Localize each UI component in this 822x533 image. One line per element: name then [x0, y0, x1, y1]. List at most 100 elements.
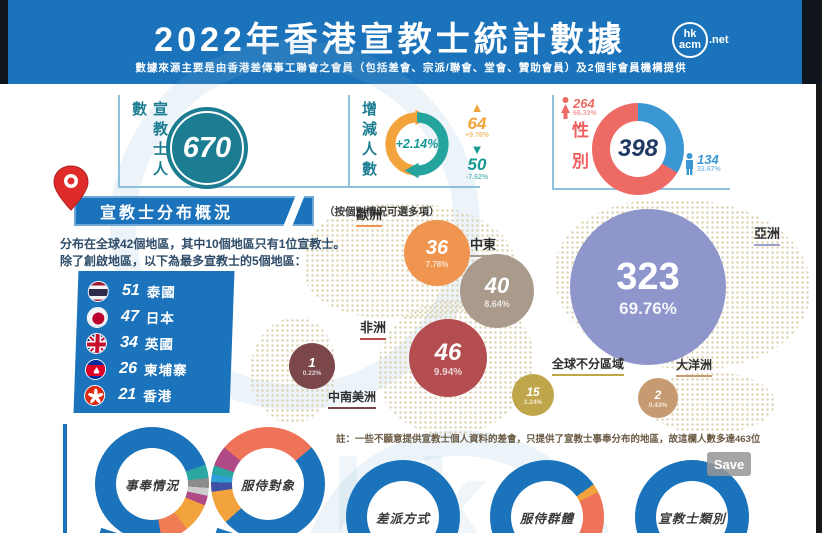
right-border-strip	[816, 84, 822, 533]
region-count: 40	[484, 273, 510, 298]
change-card: 增減人數 +2.14% ▲ 64 +9.76% ▼ 50 -7.62%	[348, 95, 489, 188]
female-count: 264	[573, 96, 595, 111]
region-percent: 0.22%	[302, 370, 322, 377]
country-name: 香港	[142, 389, 173, 404]
region-percent: 9.94%	[433, 366, 463, 378]
change-label: 增減人數	[360, 101, 377, 181]
donut-ministry-status: 事奉情況	[93, 427, 209, 533]
loss-percent: -7.62%	[465, 174, 489, 182]
country-count: 34	[119, 334, 139, 351]
uk-flag-icon	[85, 332, 108, 354]
banner-slash-decoration	[281, 194, 306, 230]
region-label-cs-america: 中南美洲	[328, 388, 377, 409]
country-row-hongkong: 21 香港	[83, 382, 231, 408]
region-count: 323	[616, 255, 680, 298]
logo-suffix: .net	[709, 34, 729, 46]
region-count: 2	[654, 387, 662, 402]
gain-loss-column: ▲ 64 +9.76% ▼ 50 -7.62%	[454, 101, 500, 182]
country-row-thailand: 51 泰國	[87, 278, 234, 304]
total-missionaries-label: 宣教士人數	[130, 101, 168, 181]
logo-line2: acm	[678, 39, 702, 51]
region-percent: 8.64%	[484, 299, 510, 309]
region-bubble-global: 15 3.24%	[512, 374, 554, 416]
logo-line1: hk	[683, 28, 697, 40]
loss-value: 50	[467, 155, 487, 175]
country-row-uk: 34 英國	[85, 330, 233, 356]
japan-flag-icon	[86, 306, 109, 328]
top-countries-box: 51 泰國 47 日本 34 英國	[73, 271, 235, 413]
description-line1: 分布在全球42個地區，其中10個地區只有1位宣教士。	[60, 237, 346, 251]
donut-label: 服侍對象	[240, 478, 295, 493]
region-label-asia: 亞洲	[754, 223, 781, 246]
region-bubble-cs-america: 1 0.22%	[289, 343, 335, 389]
left-accent-bar	[63, 424, 67, 533]
multi-select-hint: （按個別情況可選多項）	[324, 206, 440, 218]
total-missionaries-value: 670	[182, 131, 232, 164]
hkacm-logo-icon: hk acm	[672, 22, 708, 58]
distribution-description: 分布在全球42個地區，其中10個地區只有1位宣教士。 除了創啟地區，以下為最多宣…	[60, 236, 400, 270]
donut-label: 服侍群體	[519, 511, 574, 526]
region-label-europe: 歐洲	[356, 204, 383, 227]
female-icon	[561, 97, 570, 119]
thailand-flag-icon	[87, 280, 110, 302]
footnote: 註：一些不願意提供宣教士個人資料的差會，只提供了宣教士事奉分布的地區，故這欄人數…	[336, 434, 761, 445]
cambodia-flag-icon	[84, 358, 107, 380]
save-button[interactable]: Save	[707, 452, 751, 476]
gender-donut-hole: 398	[610, 121, 666, 177]
female-stat: 264 66.33%	[560, 97, 597, 119]
male-percent: 33.67%	[697, 166, 721, 173]
female-percent: 66.33%	[573, 110, 597, 117]
country-name: 泰國	[146, 285, 176, 300]
region-percent: 7.78%	[425, 260, 449, 269]
region-count: 46	[434, 338, 462, 366]
hkacm-logo: hk acm .net	[672, 22, 729, 58]
net-change-value: +2.14%	[395, 137, 439, 151]
description-line2: 除了創啟地區，以下為最多宣教士的5個地區：	[60, 254, 307, 268]
distribution-section-banner: 宣教士分布概況	[74, 194, 314, 230]
header-bar: 2022年香港宣教士統計數據 數據來源主要是由香港差傳事工聯會之會員（包括差會、…	[0, 0, 822, 84]
cycle-arrows-icon	[385, 109, 449, 179]
country-count: 47	[120, 308, 140, 325]
region-bubble-middle-east: 40 8.64%	[460, 254, 534, 328]
gender-total-value: 398	[617, 135, 659, 162]
circle-inner-ring	[170, 111, 244, 185]
gain-value: 64	[467, 113, 487, 133]
gain-percent: +9.76%	[465, 132, 489, 140]
donut-label: 差派方式	[375, 511, 430, 526]
region-count: 1	[308, 355, 316, 370]
country-row-japan: 47 日本	[86, 304, 233, 330]
country-count: 21	[118, 386, 137, 403]
left-edge-strip	[0, 0, 8, 84]
distribution-heading: 宣教士分布概況	[100, 205, 234, 222]
region-label-oceania: 大洋洲	[676, 356, 713, 377]
male-count: 134	[697, 152, 719, 167]
speech-tail	[209, 527, 241, 533]
region-count: 36	[425, 237, 449, 259]
right-edge-strip	[802, 0, 822, 84]
region-label-global: 全球不分區域	[552, 355, 625, 376]
region-percent: 69.76%	[619, 298, 677, 318]
total-missionaries-circle: 670	[166, 107, 248, 189]
region-percent: 0.43%	[648, 401, 668, 409]
gender-label: 性別	[569, 121, 588, 183]
gender-card: 性別 398 264 66.33% 134	[552, 95, 730, 195]
hongkong-flag-icon	[83, 384, 106, 406]
page-subtitle: 數據來源主要是由香港差傳事工聯會之會員（包括差會、宗派/聯會、堂會、贊助會員）及…	[135, 62, 687, 74]
country-name: 柬埔寨	[143, 363, 188, 378]
region-label-africa: 非洲	[360, 317, 387, 340]
donut-service-targets: 服侍對象	[209, 427, 325, 533]
down-arrow-icon: ▼	[470, 141, 484, 157]
page-title: 2022年香港宣教士統計數據	[154, 21, 626, 59]
country-row-cambodia: 26 柬埔寨	[84, 356, 232, 382]
donut-label: 宣教士類別	[658, 511, 726, 526]
region-bubble-europe: 36 7.78%	[404, 220, 470, 286]
speech-tail	[93, 527, 125, 533]
region-count: 15	[526, 384, 540, 399]
region-bubble-asia: 323 69.76%	[570, 209, 726, 365]
country-name: 日本	[145, 311, 176, 326]
region-percent: 3.24%	[523, 398, 543, 406]
donut-label: 事奉情況	[124, 478, 179, 493]
gender-donut-chart: 398	[592, 103, 684, 195]
country-count: 51	[121, 282, 141, 299]
